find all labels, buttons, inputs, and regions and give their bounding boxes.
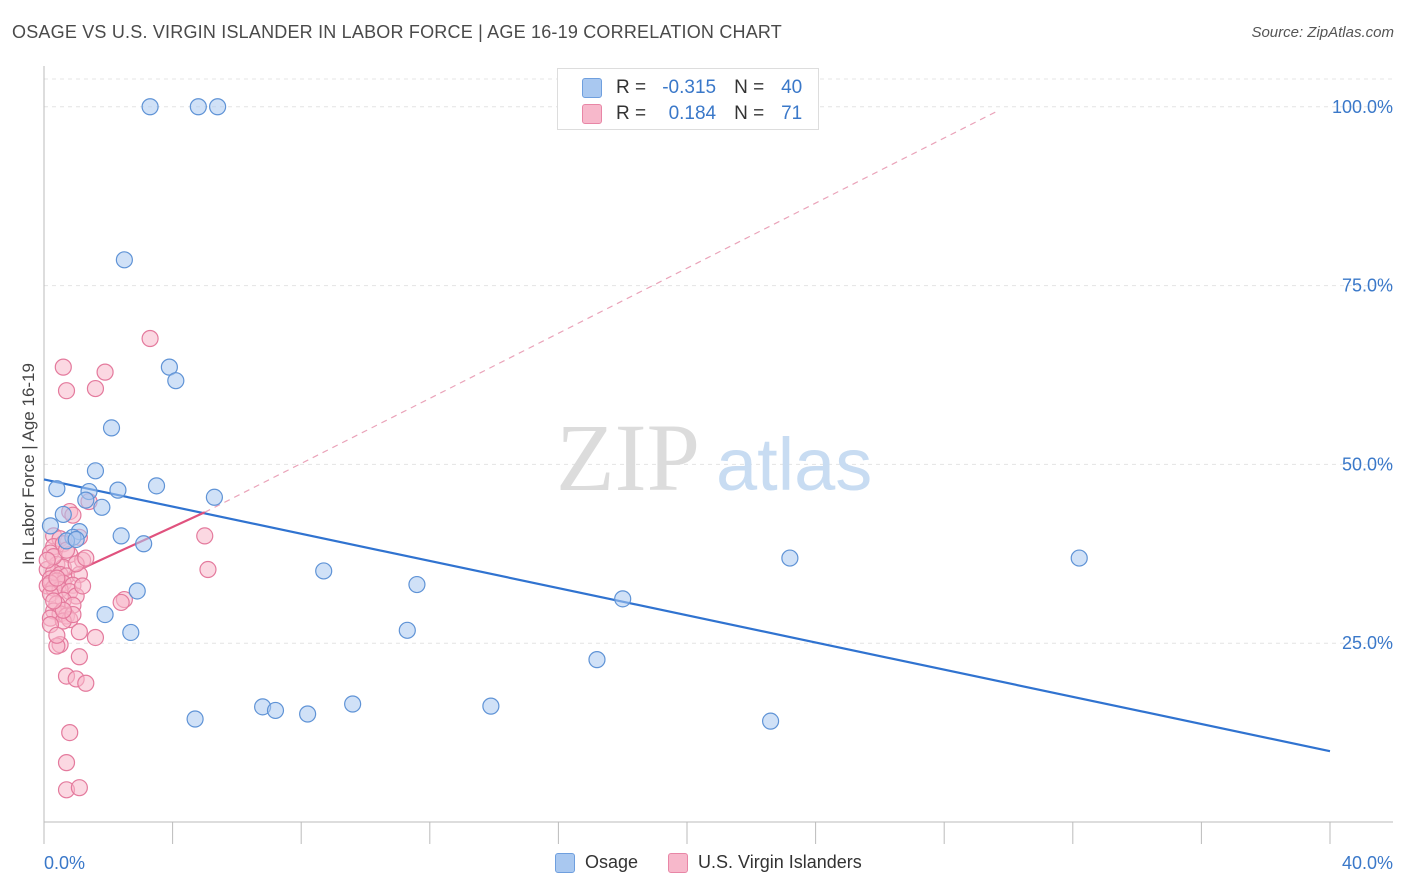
- data-point-osage: [781, 549, 799, 567]
- data-point-osage: [398, 621, 416, 639]
- data-point-osage: [112, 527, 130, 545]
- data-point-osage: [299, 705, 317, 723]
- r-value: 0.184: [668, 103, 717, 124]
- data-point-osage: [614, 590, 632, 608]
- chart-source: Source: ZipAtlas.com: [1251, 24, 1394, 41]
- data-point-virgin-islanders: [96, 363, 114, 381]
- data-point-osage: [588, 651, 606, 669]
- grid-lines: [44, 78, 1393, 644]
- data-point-osage: [189, 98, 207, 116]
- data-point-virgin-islanders: [54, 358, 72, 376]
- data-point-osage: [115, 251, 133, 269]
- data-point-osage: [41, 517, 60, 535]
- data-point-osage: [1070, 549, 1088, 567]
- x-tick-label: 0.0%: [44, 853, 85, 873]
- data-point-virgin-islanders: [48, 569, 66, 587]
- watermark-atlas: atlas: [716, 423, 872, 506]
- data-point-osage: [67, 530, 85, 549]
- data-point-osage: [482, 697, 500, 715]
- data-point-virgin-islanders: [57, 382, 76, 400]
- data-point-osage: [102, 419, 121, 437]
- data-point-osage: [186, 710, 204, 728]
- data-point-virgin-islanders: [70, 779, 88, 797]
- data-point-virgin-islanders: [199, 560, 217, 579]
- data-point-osage: [122, 623, 140, 642]
- data-point-osage: [93, 498, 111, 516]
- stats-legend: R = -0.315 N = 40 R = 0.184 N = 71: [557, 68, 819, 130]
- data-point-osage: [147, 477, 166, 495]
- data-point-virgin-islanders: [77, 549, 95, 567]
- data-point-virgin-islanders: [86, 379, 105, 398]
- data-point-osage: [54, 505, 72, 524]
- stats-row-osage: R = -0.315 N = 40: [558, 75, 802, 101]
- legend-item-osage[interactable]: Osage: [555, 852, 638, 873]
- watermark: ZIP atlas: [556, 404, 872, 511]
- legend-item-virgin-islanders[interactable]: U.S. Virgin Islanders: [668, 852, 862, 873]
- legend-swatch-virgin-islanders: [582, 104, 602, 124]
- legend-label-osage: Osage: [585, 852, 639, 872]
- n-label: N =: [734, 103, 765, 124]
- data-point-osage: [408, 575, 426, 594]
- data-point-virgin-islanders: [38, 551, 56, 569]
- data-point-osage: [315, 562, 333, 580]
- legend-swatch-virgin-islanders: [668, 852, 689, 873]
- n-value: 71: [781, 103, 803, 124]
- data-point-virgin-islanders: [86, 628, 105, 647]
- data-point-osage: [141, 98, 159, 116]
- data-point-virgin-islanders: [77, 674, 95, 692]
- r-label: R =: [616, 77, 647, 98]
- data-points: [38, 98, 1088, 799]
- data-point-osage: [205, 488, 223, 506]
- y-tick-label: 25.0%: [1342, 633, 1393, 653]
- data-point-osage: [96, 605, 114, 624]
- data-point-virgin-islanders: [70, 623, 88, 641]
- y-tick-label: 75.0%: [1342, 276, 1393, 296]
- watermark-zip: ZIP: [556, 404, 700, 511]
- y-tick-label: 100.0%: [1332, 97, 1393, 117]
- y-tick-label: 50.0%: [1342, 454, 1393, 474]
- chart-title: OSAGE VS U.S. VIRGIN ISLANDER IN LABOR F…: [12, 22, 782, 42]
- trend-extension-virgin-islanders: [204, 109, 1000, 513]
- data-point-virgin-islanders: [70, 648, 88, 666]
- n-value: 40: [781, 77, 803, 98]
- data-point-osage: [344, 695, 362, 713]
- legend-swatch-osage: [582, 78, 602, 98]
- x-tick-label: 40.0%: [1342, 853, 1393, 873]
- data-point-virgin-islanders: [48, 626, 66, 644]
- legend-swatch-osage: [555, 852, 575, 873]
- legend-label-virgin-islanders: U.S. Virgin Islanders: [698, 852, 862, 872]
- data-point-virgin-islanders: [141, 329, 159, 348]
- data-point-osage: [209, 98, 227, 116]
- data-point-osage: [167, 372, 185, 390]
- data-point-osage: [48, 480, 66, 498]
- data-point-osage: [135, 535, 153, 553]
- n-label: N =: [734, 77, 765, 98]
- data-point-virgin-islanders: [61, 723, 79, 742]
- data-point-osage: [761, 712, 780, 730]
- data-point-osage: [86, 462, 105, 480]
- r-label: R =: [616, 103, 647, 124]
- data-point-virgin-islanders: [57, 754, 76, 772]
- data-point-virgin-islanders: [45, 592, 63, 610]
- axes: [43, 66, 1393, 844]
- data-point-virgin-islanders: [73, 577, 92, 595]
- data-point-osage: [77, 491, 95, 509]
- r-value: -0.315: [662, 77, 717, 98]
- data-point-virgin-islanders: [196, 527, 214, 545]
- series-legend: Osage U.S. Virgin Islanders: [555, 852, 892, 873]
- data-point-osage: [266, 701, 285, 720]
- data-point-osage: [128, 582, 146, 600]
- trend-line-osage: [43, 478, 1331, 753]
- stats-row-virgin-islanders: R = 0.184 N = 71: [558, 101, 802, 127]
- data-point-virgin-islanders: [112, 593, 130, 612]
- tick-labels: 25.0% 50.0% 75.0% 100.0% 0.0% 40.0%: [44, 97, 1393, 873]
- data-point-osage: [109, 481, 127, 499]
